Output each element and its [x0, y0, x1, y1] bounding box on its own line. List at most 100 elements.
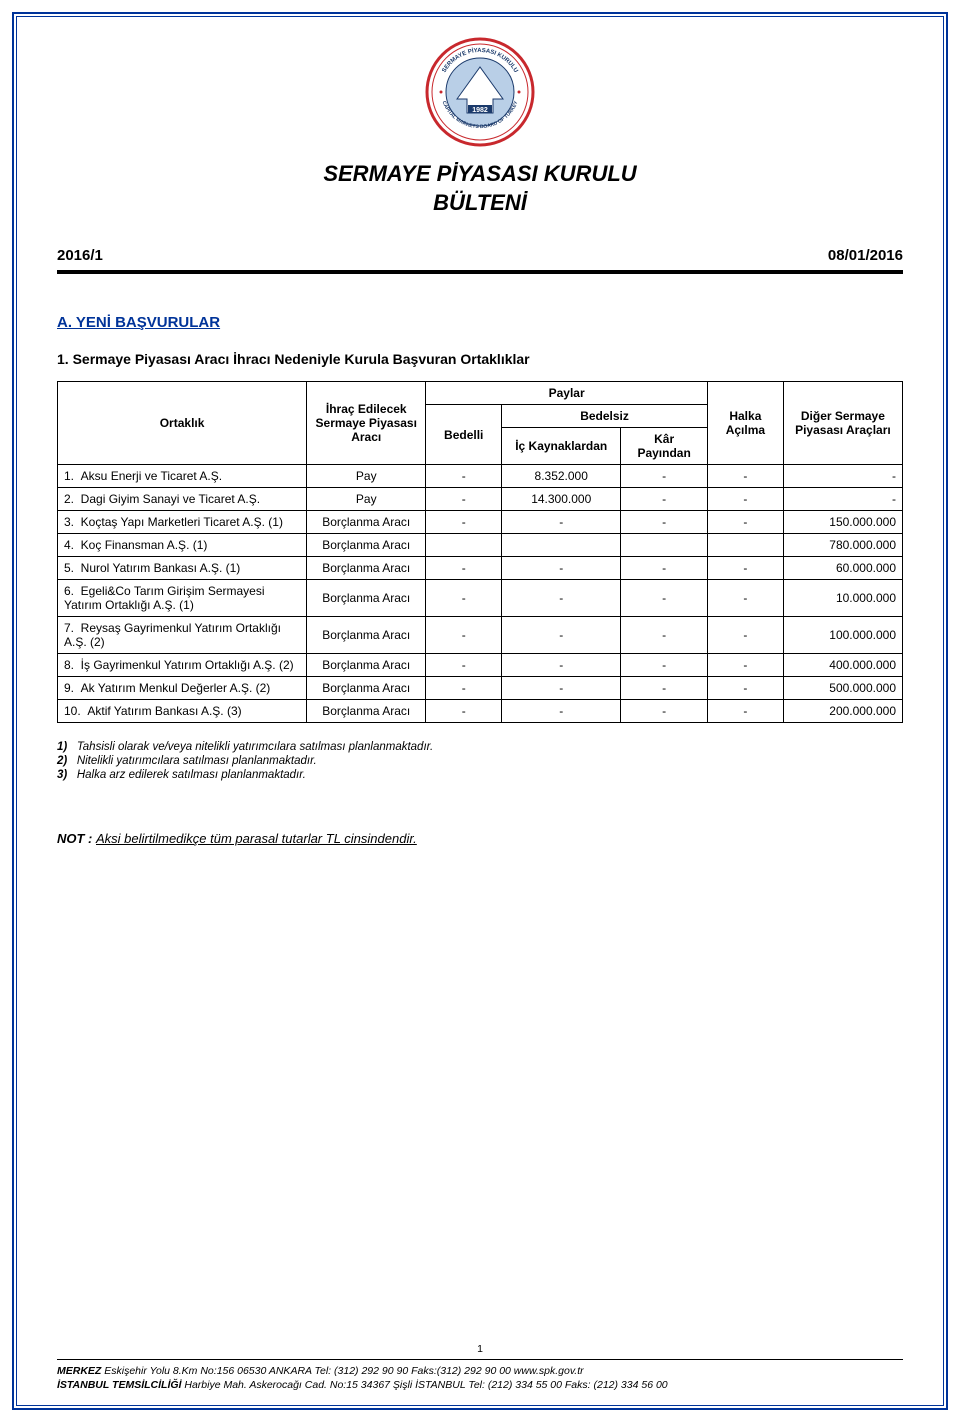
- th-paylar: Paylar: [426, 382, 708, 405]
- cell-bedelli: -: [426, 511, 502, 534]
- cell-arac: Borçlanma Aracı: [307, 534, 426, 557]
- doc-title: SERMAYE PİYASASI KURULU BÜLTENİ: [57, 160, 903, 217]
- cell-ic: -: [502, 700, 621, 723]
- cell-halka: -: [707, 580, 783, 617]
- cell-name: 5. Nurol Yatırım Bankası A.Ş. (1): [58, 557, 307, 580]
- cell-bedelli: [426, 534, 502, 557]
- cell-name: 10. Aktif Yatırım Bankası A.Ş. (3): [58, 700, 307, 723]
- logo-year: 1982: [472, 107, 488, 114]
- cell-bedelli: -: [426, 557, 502, 580]
- cell-halka: [707, 534, 783, 557]
- cell-diger: -: [783, 488, 902, 511]
- th-ortaklik: Ortaklık: [58, 382, 307, 465]
- table-row: 4. Koç Finansman A.Ş. (1)Borçlanma Aracı…: [58, 534, 903, 557]
- cell-halka: -: [707, 677, 783, 700]
- cell-ic: -: [502, 580, 621, 617]
- cell-bedelli: -: [426, 617, 502, 654]
- cell-name: 8. İş Gayrimenkul Yatırım Ortaklığı A.Ş.…: [58, 654, 307, 677]
- cell-diger: 100.000.000: [783, 617, 902, 654]
- cell-bedelli: -: [426, 488, 502, 511]
- cell-kar: [621, 534, 708, 557]
- cell-arac: Borçlanma Aracı: [307, 617, 426, 654]
- subsection-1: 1. Sermaye Piyasası Aracı İhracı Nedeniy…: [57, 351, 903, 367]
- cell-halka: -: [707, 488, 783, 511]
- cell-name: 9. Ak Yatırım Menkul Değerler A.Ş. (2): [58, 677, 307, 700]
- cell-diger: 400.000.000: [783, 654, 902, 677]
- footnote: 1) Tahsisli olarak ve/veya nitelikli yat…: [57, 741, 903, 753]
- note-text: Aksi belirtilmedikçe tüm parasal tutarla…: [96, 831, 417, 846]
- cell-bedelli: -: [426, 677, 502, 700]
- cell-name: 6. Egeli&Co Tarım Girişim Sermayesi Yatı…: [58, 580, 307, 617]
- footer-merkez-label: MERKEZ: [57, 1365, 104, 1377]
- cell-arac: Pay: [307, 465, 426, 488]
- cell-bedelli: -: [426, 700, 502, 723]
- table-row: 9. Ak Yatırım Menkul Değerler A.Ş. (2)Bo…: [58, 677, 903, 700]
- divider: [57, 270, 903, 274]
- cell-ic: -: [502, 654, 621, 677]
- issue-number: 2016/1: [57, 247, 103, 264]
- table-row: 8. İş Gayrimenkul Yatırım Ortaklığı A.Ş.…: [58, 654, 903, 677]
- section-a-heading: A. YENİ BAŞVURULAR: [57, 314, 903, 331]
- cell-bedelli: -: [426, 580, 502, 617]
- cell-halka: -: [707, 465, 783, 488]
- cell-kar: -: [621, 617, 708, 654]
- footnote: 2) Nitelikli yatırımcılara satılması pla…: [57, 755, 903, 767]
- th-diger: Diğer Sermaye Piyasası Araçları: [783, 382, 902, 465]
- footer-istanbul-text: Harbiye Mah. Askerocağı Cad. No:15 34367…: [184, 1379, 667, 1391]
- footer-rule: [57, 1359, 903, 1360]
- cell-halka: -: [707, 700, 783, 723]
- cell-arac: Borçlanma Aracı: [307, 654, 426, 677]
- cell-ic: [502, 534, 621, 557]
- cell-kar: -: [621, 677, 708, 700]
- cell-kar: -: [621, 557, 708, 580]
- cell-ic: -: [502, 677, 621, 700]
- cell-ic: 14.300.000: [502, 488, 621, 511]
- doc-title-line1: SERMAYE PİYASASI KURULU: [323, 161, 636, 186]
- cell-arac: Borçlanma Aracı: [307, 677, 426, 700]
- cell-diger: 150.000.000: [783, 511, 902, 534]
- table-row: 7. Reysaş Gayrimenkul Yatırım Ortaklığı …: [58, 617, 903, 654]
- issue-date: 08/01/2016: [828, 247, 903, 264]
- th-bedelsiz: Bedelsiz: [502, 405, 708, 428]
- page-number: 1: [57, 1343, 903, 1355]
- cell-diger: 780.000.000: [783, 534, 902, 557]
- cell-ic: -: [502, 557, 621, 580]
- cell-arac: Borçlanma Aracı: [307, 580, 426, 617]
- cell-arac: Borçlanma Aracı: [307, 700, 426, 723]
- cell-arac: Borçlanma Aracı: [307, 557, 426, 580]
- cell-name: 3. Koçtaş Yapı Marketleri Ticaret A.Ş. (…: [58, 511, 307, 534]
- cell-bedelli: -: [426, 654, 502, 677]
- cell-arac: Pay: [307, 488, 426, 511]
- cell-bedelli: -: [426, 465, 502, 488]
- table-row: 3. Koçtaş Yapı Marketleri Ticaret A.Ş. (…: [58, 511, 903, 534]
- doc-title-line2: BÜLTENİ: [433, 190, 527, 215]
- th-kar: Kâr Payından: [621, 428, 708, 465]
- th-halka: Halka Açılma: [707, 382, 783, 465]
- th-ihrac: İhraç Edilecek Sermaye Piyasası Aracı: [307, 382, 426, 465]
- cell-name: 1. Aksu Enerji ve Ticaret A.Ş.: [58, 465, 307, 488]
- cell-diger: -: [783, 465, 902, 488]
- cell-kar: -: [621, 465, 708, 488]
- th-ic: İç Kaynaklardan: [502, 428, 621, 465]
- currency-note: NOT : Aksi belirtilmedikçe tüm parasal t…: [57, 831, 903, 846]
- footer-istanbul-label: İSTANBUL TEMSİLCİLİĞİ: [57, 1379, 184, 1391]
- applications-table: Ortaklık İhraç Edilecek Sermaye Piyasası…: [57, 381, 903, 723]
- cell-diger: 500.000.000: [783, 677, 902, 700]
- cell-name: 7. Reysaş Gayrimenkul Yatırım Ortaklığı …: [58, 617, 307, 654]
- org-logo: SERMAYE PİYASASI KURULU CAPITAL MARKETS …: [57, 37, 903, 150]
- cell-kar: -: [621, 654, 708, 677]
- cell-kar: -: [621, 488, 708, 511]
- cell-halka: -: [707, 617, 783, 654]
- cell-ic: -: [502, 617, 621, 654]
- note-label: NOT :: [57, 831, 96, 846]
- cell-halka: -: [707, 654, 783, 677]
- cell-diger: 10.000.000: [783, 580, 902, 617]
- cell-diger: 200.000.000: [783, 700, 902, 723]
- cell-halka: -: [707, 557, 783, 580]
- cell-name: 4. Koç Finansman A.Ş. (1): [58, 534, 307, 557]
- page-footer: 1 MERKEZ Eskişehir Yolu 8.Km No:156 0653…: [57, 1343, 903, 1393]
- cell-kar: -: [621, 511, 708, 534]
- cell-ic: 8.352.000: [502, 465, 621, 488]
- table-row: 10. Aktif Yatırım Bankası A.Ş. (3)Borçla…: [58, 700, 903, 723]
- footnotes: 1) Tahsisli olarak ve/veya nitelikli yat…: [57, 741, 903, 781]
